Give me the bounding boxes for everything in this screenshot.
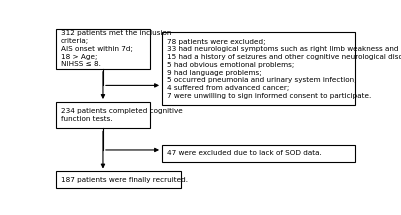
Text: 312 patients met the inclusion
criteria;
AIS onset within 7d;
18 > Age;
NIHSS ≤ : 312 patients met the inclusion criteria;…: [61, 31, 171, 68]
Text: 187 patients were finally recruited.: 187 patients were finally recruited.: [61, 177, 188, 183]
Text: 234 patients completed cognitive
function tests.: 234 patients completed cognitive functio…: [61, 108, 183, 122]
Text: 78 patients were excluded;
33 had neurological symptoms such as right limb weakn: 78 patients were excluded; 33 had neurol…: [167, 39, 401, 99]
FancyBboxPatch shape: [56, 29, 150, 69]
FancyBboxPatch shape: [56, 172, 181, 188]
FancyBboxPatch shape: [162, 32, 355, 105]
Text: 47 were excluded due to lack of SOD data.: 47 were excluded due to lack of SOD data…: [167, 150, 322, 156]
FancyBboxPatch shape: [162, 145, 355, 161]
FancyBboxPatch shape: [56, 102, 150, 128]
